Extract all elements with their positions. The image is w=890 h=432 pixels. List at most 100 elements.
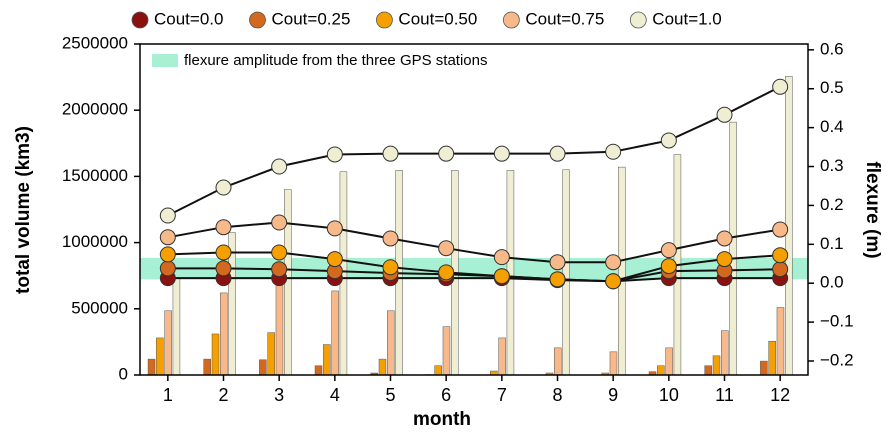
x-tick-label: 8 (552, 385, 562, 405)
marker (326, 146, 343, 163)
marker (549, 254, 566, 271)
marker (271, 261, 288, 278)
marker (438, 264, 455, 281)
marker (159, 246, 176, 263)
bar (618, 166, 626, 376)
marker (159, 229, 176, 246)
y2-tick-label: 0.6 (820, 39, 844, 58)
marker (660, 132, 677, 149)
marker (215, 179, 232, 196)
marker (326, 251, 343, 268)
y-tick-label: 2500000 (62, 33, 128, 52)
bar (172, 277, 181, 376)
marker (159, 207, 176, 224)
marker (493, 249, 510, 266)
x-tick-label: 4 (330, 385, 340, 405)
y2-tick-label: −0.2 (820, 350, 854, 369)
x-tick-label: 6 (441, 385, 451, 405)
bar (267, 332, 275, 376)
bar (211, 333, 220, 376)
bar (156, 337, 164, 376)
marker (549, 145, 566, 162)
marker (215, 219, 232, 236)
bar (498, 337, 506, 376)
legend-label: flexure amplitude from the three GPS sta… (184, 52, 487, 69)
marker (549, 271, 566, 288)
y2-tick-label: 0.4 (820, 117, 844, 136)
marker (772, 221, 789, 238)
bar (323, 344, 331, 376)
bar (704, 365, 712, 376)
x-tick-label: 11 (715, 385, 734, 405)
marker (271, 214, 288, 231)
marker (605, 254, 622, 271)
marker (716, 106, 733, 123)
marker (493, 145, 510, 162)
line (167, 221, 781, 264)
x-axis-title: month (413, 409, 471, 430)
marker (605, 143, 622, 160)
plot-frame (139, 43, 809, 376)
x-tick-label: 10 (659, 385, 679, 405)
marker (215, 260, 232, 277)
marker (271, 244, 288, 261)
marker (271, 158, 288, 175)
line (167, 251, 781, 283)
y2-tick-label: 0.5 (820, 78, 844, 97)
bar (665, 347, 673, 376)
bar (314, 365, 323, 376)
marker (382, 230, 399, 247)
bar (434, 365, 442, 376)
legend-marker (131, 11, 149, 29)
x-tick-label: 3 (274, 385, 284, 405)
x-tick-label: 1 (163, 385, 173, 405)
marker (382, 259, 399, 276)
legend-swatch (152, 54, 178, 67)
marker (159, 260, 176, 277)
bar (760, 360, 768, 376)
bar (275, 281, 284, 376)
y-tick-label: 0 (119, 364, 128, 383)
bar (554, 347, 562, 376)
y2-tick-label: 0.1 (820, 234, 844, 253)
legend-marker (249, 11, 266, 29)
marker (660, 242, 677, 259)
bar (378, 358, 387, 376)
y-tick-label: 500000 (71, 298, 128, 317)
bar (729, 121, 737, 376)
bar (147, 358, 156, 376)
y-tick-label: 1500000 (62, 166, 128, 185)
legend-marker (376, 11, 393, 29)
legend-label: Cout=1.0 (652, 9, 721, 28)
bar (387, 310, 395, 376)
marker (660, 258, 677, 275)
marker (605, 273, 622, 290)
bar (712, 355, 721, 376)
legend-marker (502, 11, 520, 29)
legend-label: Cout=0.50 (398, 9, 477, 28)
y-tick-label: 1000000 (62, 232, 128, 251)
marker (438, 145, 455, 162)
bar (562, 169, 570, 376)
marker (326, 220, 343, 237)
marker (772, 261, 789, 278)
bar (442, 326, 451, 376)
bar (331, 290, 339, 376)
bar (776, 307, 785, 376)
legend-label: Cout=0.0 (154, 9, 223, 28)
y-tick-label: 2000000 (62, 100, 128, 119)
marker (716, 230, 733, 247)
x-tick-label: 7 (497, 385, 507, 405)
x-tick-label: 9 (608, 385, 618, 405)
marker (382, 145, 399, 162)
bar (609, 351, 618, 376)
marker (493, 268, 510, 285)
line (167, 277, 781, 283)
bar (721, 330, 729, 376)
x-tick-label: 5 (385, 385, 395, 405)
legend-label: Cout=0.25 (271, 9, 350, 28)
y-axis-title: total volume (km3) (13, 126, 34, 294)
marker (772, 78, 789, 95)
bar (203, 358, 211, 376)
